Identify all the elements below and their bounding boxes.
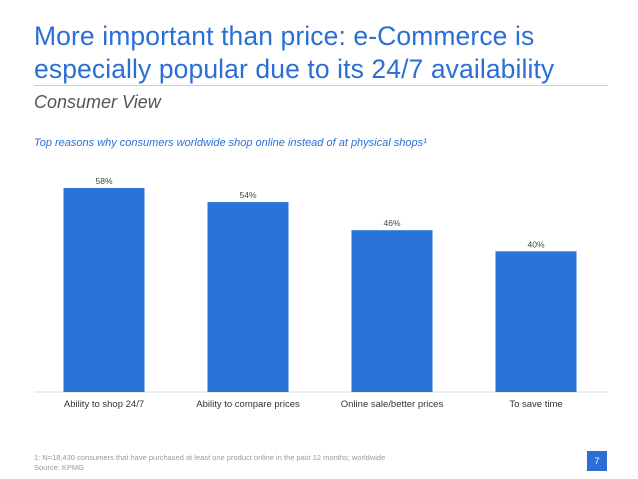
bar-value-label: 54% (239, 190, 256, 200)
slide-subtitle: Consumer View (34, 92, 161, 112)
footnote-source: Source: KPMG (34, 463, 85, 472)
category-label: Ability to shop 24/7 (64, 399, 144, 410)
bar (495, 251, 577, 392)
chart-title: Top reasons why consumers worldwide shop… (34, 137, 427, 149)
category-label: Ability to compare prices (196, 399, 300, 410)
page-number-badge: 7 (587, 451, 607, 471)
bar-value-label: 40% (527, 239, 544, 249)
bar (351, 230, 433, 392)
slide-title: More important than price: e-Commerce is… (34, 21, 555, 84)
bar (207, 202, 289, 392)
footnote-note: 1: N=18,430 consumers that have purchase… (34, 453, 386, 462)
bar-value-label: 58% (95, 176, 112, 186)
bar-value-label: 46% (383, 218, 400, 228)
category-label: To save time (509, 399, 562, 410)
bar (63, 188, 145, 392)
category-label: Online sale/better prices (341, 399, 444, 410)
footnote: 1: N=18,430 consumers that have purchase… (34, 453, 385, 473)
title-divider (34, 85, 608, 86)
